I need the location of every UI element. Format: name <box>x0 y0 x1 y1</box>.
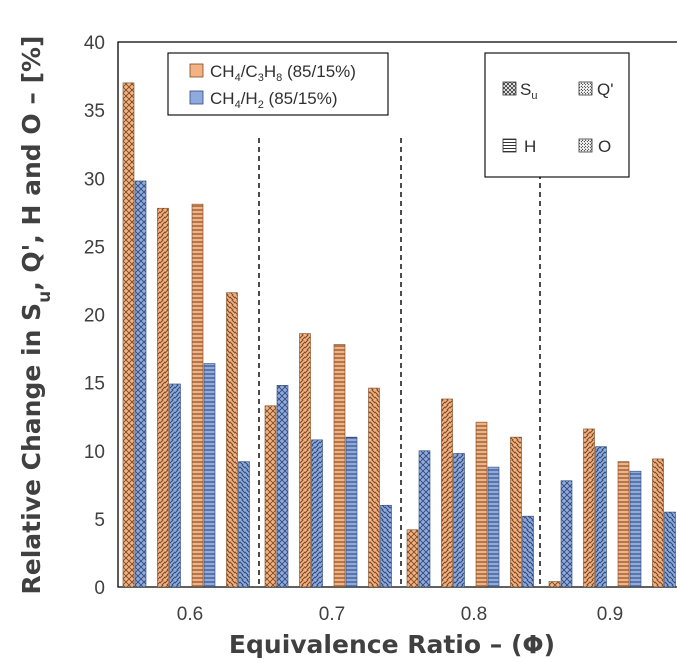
y-tick-label: 5 <box>94 510 105 531</box>
plot-frame <box>117 41 677 588</box>
bar-ch4-h2-phi-08-diag-up <box>522 515 534 587</box>
bar-ch4-h2-phi-06-diag-up <box>238 461 250 587</box>
y-tick-label: 20 <box>84 306 105 327</box>
bar-ch4-c3h8-phi-06-crosshatch <box>122 82 135 587</box>
bars-layer <box>122 82 676 587</box>
legend-pattern-q <box>578 81 593 96</box>
y-axis-title: Relative Change in Su, Q', H and O – [%] <box>17 36 55 595</box>
y-axis-title-part2: , Q', H and O – [%] <box>17 36 46 291</box>
legend-swatch-ch4-c3h8 <box>189 63 204 78</box>
bar-ch4-c3h8-phi-09-horizontal <box>617 461 630 587</box>
y-tick-label: 25 <box>84 237 105 258</box>
group-dividers <box>258 138 541 587</box>
bar-ch4-h2-phi-08-crosshatch <box>418 450 431 587</box>
y-tick-label: 15 <box>84 374 105 395</box>
legend-pattern-su <box>502 81 517 96</box>
legend-pattern-h <box>502 138 517 153</box>
y-tick-label: 10 <box>84 442 105 463</box>
bar-ch4-h2-phi-09-diag-down <box>595 446 607 587</box>
bar-ch4-c3h8-phi-08-diag-up <box>510 436 522 587</box>
x-tick-label: 0.9 <box>597 604 623 625</box>
y-tick-label: 35 <box>84 101 105 122</box>
legend-swatch-ch4-h2 <box>189 90 204 105</box>
series-legend: CH4/C3H8 (85/15%) CH4/H2 (85/15%) <box>167 52 389 116</box>
legend-pattern-o <box>578 138 593 153</box>
x-tick-label: 0.6 <box>177 604 203 625</box>
bar-ch4-h2-phi-09-horizontal <box>629 470 642 587</box>
bar-ch4-h2-phi-06-crosshatch <box>134 180 147 587</box>
y-axis-title-part1: Relative Change in S <box>17 303 46 595</box>
bar-ch4-h2-phi-09-crosshatch <box>560 480 573 587</box>
bar-ch4-c3h8-phi-09-diag-down <box>583 428 595 587</box>
bar-ch4-h2-phi-07-diag-down <box>311 439 323 587</box>
legend-label-ch4-h2: CH4/H2 (85/15%) <box>210 89 338 111</box>
bar-ch4-c3h8-phi-08-crosshatch <box>406 529 419 587</box>
pattern-legend: Su Q' H O <box>484 52 630 178</box>
y-tick-label: 40 <box>84 33 105 54</box>
bar-ch4-c3h8-phi-09-crosshatch <box>548 581 561 587</box>
bar-ch4-c3h8-phi-07-horizontal <box>333 344 346 587</box>
bar-ch4-c3h8-phi-08-horizontal <box>475 421 488 587</box>
bar-ch4-c3h8-phi-07-diag-down <box>299 333 311 587</box>
bar-ch4-c3h8-phi-08-diag-down <box>441 398 453 587</box>
legend-label-q: Q' <box>597 80 613 99</box>
x-tick-label: 0.7 <box>319 604 345 625</box>
bar-ch4-c3h8-phi-07-crosshatch <box>264 405 277 587</box>
y-tick-labels: 0 5 10 15 20 25 30 35 40 <box>84 33 105 599</box>
legend-label-h: H <box>524 137 536 156</box>
bar-ch4-c3h8-phi-06-diag-up <box>226 292 238 587</box>
bar-ch4-h2-phi-08-horizontal <box>487 466 500 587</box>
x-tick-labels: 0.6 0.7 0.8 0.9 <box>177 604 623 625</box>
legend-label-ch4-c3h8: CH4/C3H8 (85/15%) <box>210 62 356 84</box>
y-axis-title-subscript: u <box>35 291 55 303</box>
bar-ch4-h2-phi-06-diag-down <box>169 383 181 587</box>
bar-ch4-h2-phi-07-horizontal <box>345 436 358 587</box>
bar-ch4-c3h8-phi-06-horizontal <box>191 203 204 587</box>
x-axis-title: Equivalence Ratio – (Φ) <box>229 630 555 659</box>
bar-ch4-h2-phi-08-diag-down <box>453 453 465 587</box>
bar-ch4-h2-phi-06-horizontal <box>203 363 216 587</box>
bar-ch4-h2-phi-07-crosshatch <box>276 385 289 587</box>
legend-label-su: Su <box>520 80 537 102</box>
bar-ch4-h2-phi-07-diag-up <box>380 504 392 587</box>
bar-ch4-h2-phi-09-diag-up <box>664 511 676 587</box>
y-tick-label: 30 <box>84 169 105 190</box>
bar-ch4-c3h8-phi-07-diag-up <box>368 387 380 587</box>
legend-label-o: O <box>598 137 611 156</box>
bar-ch4-c3h8-phi-09-diag-up <box>652 458 664 587</box>
y-tick-label: 0 <box>94 578 105 599</box>
x-tick-label: 0.8 <box>461 604 487 625</box>
bar-ch4-c3h8-phi-06-diag-down <box>157 207 169 587</box>
